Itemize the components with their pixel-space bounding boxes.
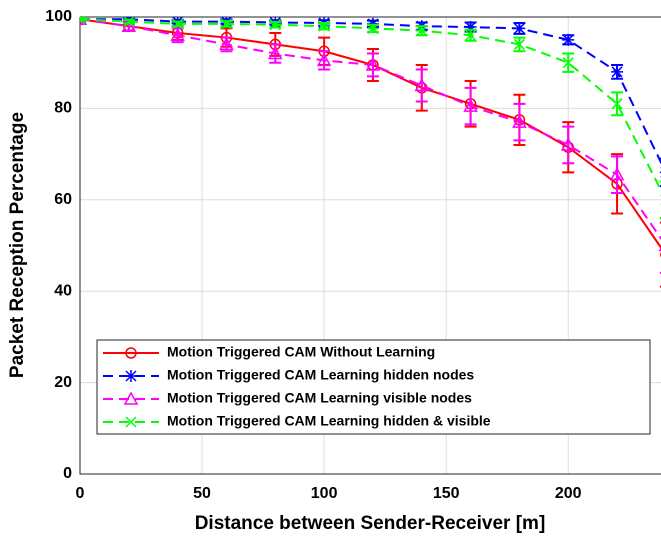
error-bar — [366, 52, 379, 78]
marker — [365, 57, 381, 71]
x-tick-label: 150 — [433, 485, 460, 502]
legend-marker — [123, 391, 139, 405]
series-line — [80, 18, 661, 250]
marker — [123, 17, 135, 28]
x-tick-label: 0 — [76, 485, 85, 502]
marker — [463, 98, 478, 112]
error-bar — [562, 125, 575, 165]
marker — [172, 18, 184, 30]
marker — [170, 27, 185, 42]
legend-label: Motion Triggered CAM Without Learning — [167, 344, 435, 360]
marker — [80, 17, 86, 25]
error-bar — [415, 68, 428, 103]
marker — [560, 137, 576, 151]
legend-label: Motion Triggered CAM Learning hidden & v… — [167, 413, 491, 429]
marker — [513, 114, 526, 126]
marker — [268, 45, 283, 60]
y-tick-label: 20 — [54, 374, 72, 391]
marker — [464, 21, 477, 34]
legend-marker — [125, 416, 137, 428]
marker — [121, 18, 137, 32]
marker — [609, 167, 625, 181]
error-bar — [513, 102, 526, 142]
y-tick-label: 40 — [54, 282, 72, 299]
marker — [367, 22, 379, 34]
error-bar — [80, 17, 86, 22]
marker — [512, 114, 527, 128]
y-tick-label: 0 — [63, 465, 72, 482]
y-tick-label: 100 — [45, 8, 72, 25]
legend-label: Motion Triggered CAM Learning visible no… — [167, 390, 472, 406]
marker — [562, 33, 575, 46]
y-tick-label: 60 — [54, 191, 72, 208]
error-bar — [611, 155, 624, 194]
marker — [219, 36, 234, 51]
marker — [316, 52, 332, 67]
marker — [367, 59, 379, 71]
axis — [79, 17, 661, 475]
legend-label: Motion Triggered CAM Learning hidden nod… — [167, 367, 474, 383]
x-axis-label: Distance between Sender-Receiver [m] — [195, 513, 546, 534]
x-tick-label: 100 — [311, 485, 338, 502]
marker — [562, 57, 574, 69]
marker — [220, 18, 233, 30]
marker — [464, 98, 477, 110]
y-tick-label: 80 — [54, 100, 72, 117]
legend-marker — [125, 347, 137, 359]
marker — [611, 98, 623, 110]
marker — [414, 77, 430, 92]
legend-box — [96, 339, 651, 435]
marker — [465, 29, 477, 41]
legend-marker — [125, 370, 137, 382]
plot-area — [80, 17, 661, 288]
marker — [318, 20, 330, 32]
marker — [416, 25, 428, 37]
x-tick-label: 200 — [555, 485, 582, 502]
marker — [269, 19, 281, 31]
marker — [513, 22, 526, 35]
x-tick-label: 50 — [193, 485, 211, 502]
marker — [611, 65, 624, 78]
y-axis-label: Packet Reception Percentage — [7, 112, 28, 378]
error-bar — [464, 86, 477, 126]
marker — [513, 38, 525, 50]
